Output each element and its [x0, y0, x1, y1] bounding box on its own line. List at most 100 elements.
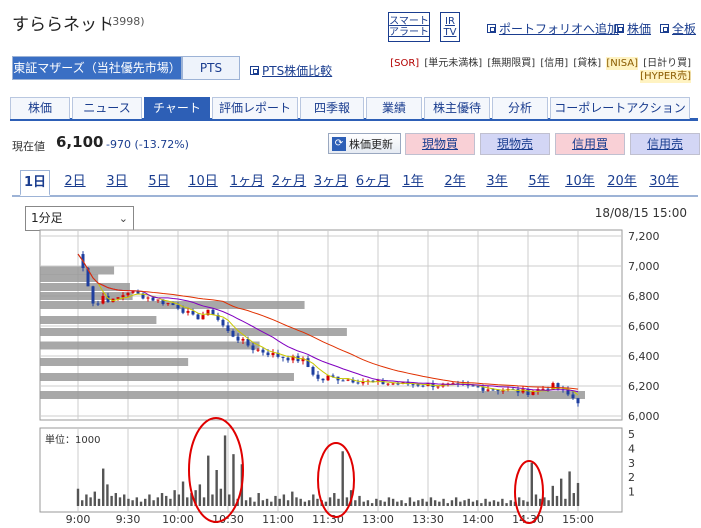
volume-bar [387, 497, 391, 506]
volume-bar [467, 498, 470, 506]
period-tab-2y[interactable]: 2年 [444, 174, 466, 189]
spot-sell-button[interactable]: 現物売 [480, 133, 550, 155]
candle [351, 379, 355, 383]
tag-nisa: [NISA] [606, 57, 638, 70]
refresh-price-button[interactable]: ⟳ 株価更新 [328, 133, 401, 154]
annotation-ellipse [188, 417, 244, 523]
period-tab-1d[interactable]: 1日 [20, 170, 50, 196]
volume-bar [144, 498, 147, 506]
period-tab-2d[interactable]: 2日 [64, 174, 86, 189]
main-nav: 株価 ニュース チャート 評価レポート 四季報 業績 株主優待 分析 コーポレー… [10, 97, 698, 121]
volume-bar [219, 488, 223, 506]
candle [101, 295, 105, 304]
nav-tab-shikiho[interactable]: 四季報 [300, 97, 364, 119]
volume-y-tick: 3 [628, 457, 635, 470]
nav-tab-earnings[interactable]: 業績 [366, 97, 422, 119]
market-tab-mothers[interactable]: 東証マザーズ（当社優先市場） [12, 56, 182, 80]
volume-bar [379, 500, 382, 506]
margin-buy-button[interactable]: 信用買 [555, 133, 625, 155]
volume-bar [492, 500, 496, 506]
volume-bar [459, 501, 462, 506]
stock-price-link[interactable]: 株価 [615, 20, 651, 37]
candle [231, 330, 235, 337]
volume-bar [131, 500, 134, 506]
period-tab-5y[interactable]: 5年 [528, 174, 550, 189]
candle [306, 358, 310, 367]
volume-bar [366, 500, 370, 506]
period-tab-2m[interactable]: 2ヶ月 [271, 174, 307, 189]
volume-bar [358, 495, 361, 506]
candle [326, 375, 330, 381]
smart-alert-button[interactable]: スマート アラート [388, 12, 430, 42]
candle [181, 308, 185, 313]
volume-profile-bar [40, 292, 133, 300]
interval-select[interactable]: 1分足 ⌄ [25, 206, 134, 231]
nav-tab-corporate-action[interactable]: コーポレートアクション [550, 97, 690, 119]
candle [346, 379, 350, 381]
nav-tab-report[interactable]: 評価レポート [212, 97, 298, 119]
period-tab-6m[interactable]: 6ヶ月 [355, 174, 391, 189]
candle [201, 315, 205, 320]
candle [556, 383, 560, 390]
nav-tab-news[interactable]: ニュース [72, 97, 142, 119]
period-tab-3d[interactable]: 3日 [106, 174, 128, 189]
volume-bar [291, 491, 294, 506]
volume-bar [501, 498, 504, 506]
price-y-tick: 6,800 [628, 290, 660, 303]
nav-tab-price[interactable]: 株価 [10, 97, 70, 119]
company-name: すららネット [12, 15, 114, 35]
volume-profile-bar [40, 358, 189, 366]
period-tab-5d[interactable]: 5日 [148, 174, 170, 189]
tag-sor: [SOR] [390, 58, 420, 69]
volume-bar [286, 500, 290, 506]
candle [211, 309, 215, 315]
candle [481, 387, 485, 391]
volume-bar [517, 497, 521, 506]
nav-tab-analysis[interactable]: 分析 [492, 97, 548, 119]
volume-bar [169, 498, 172, 506]
x-tick-label: 11:00 [262, 513, 294, 526]
volume-y-tick: 4 [628, 442, 635, 455]
tag-day-buy: [日計り買] [643, 58, 691, 69]
volume-bar [278, 498, 281, 506]
period-tab-10d[interactable]: 10日 [188, 174, 218, 189]
ir-tv-button[interactable]: IR TV [440, 12, 460, 42]
ir-tv-line1: IR [445, 16, 455, 27]
candle [276, 352, 280, 357]
period-tab-1y[interactable]: 1年 [402, 174, 424, 189]
period-tab-3m[interactable]: 3ヶ月 [313, 174, 349, 189]
volume-bar [207, 455, 210, 506]
add-portfolio-link[interactable]: ポートフォリオへ追加 [487, 20, 619, 37]
candle [476, 386, 480, 388]
period-tab-10y[interactable]: 10年 [565, 174, 595, 189]
volume-bar [362, 501, 365, 506]
volume-bar [114, 493, 118, 506]
candle [151, 297, 155, 301]
pts-compare-label: PTS株価比較 [262, 64, 333, 78]
period-tab-3y[interactable]: 3年 [486, 174, 508, 189]
candle [286, 357, 290, 361]
volume-bar [505, 503, 508, 506]
volume-bar [165, 495, 168, 506]
pts-compare-link[interactable]: PTS株価比較 [250, 62, 332, 79]
volume-profile-bar [40, 283, 130, 291]
window-icon [660, 24, 669, 33]
nav-tab-chart[interactable]: チャート [144, 97, 210, 119]
candle [356, 382, 360, 384]
period-tab-30y[interactable]: 30年 [649, 174, 679, 189]
market-tab-pts[interactable]: PTS [182, 56, 240, 80]
period-tab-1m[interactable]: 1ヶ月 [229, 174, 265, 189]
spot-buy-button[interactable]: 現物買 [405, 133, 475, 155]
candle [131, 291, 135, 293]
nav-tab-benefits[interactable]: 株主優待 [424, 97, 490, 119]
margin-sell-button[interactable]: 信用売 [630, 133, 700, 155]
volume-bar [160, 493, 164, 506]
x-tick-label: 11:30 [312, 513, 344, 526]
candle [281, 356, 285, 358]
volume-bar [198, 484, 202, 506]
candle [291, 356, 295, 361]
all-board-link[interactable]: 全板 [660, 20, 696, 37]
volume-profile-bar [40, 328, 347, 336]
period-tab-20y[interactable]: 20年 [607, 174, 637, 189]
candle [381, 380, 385, 385]
